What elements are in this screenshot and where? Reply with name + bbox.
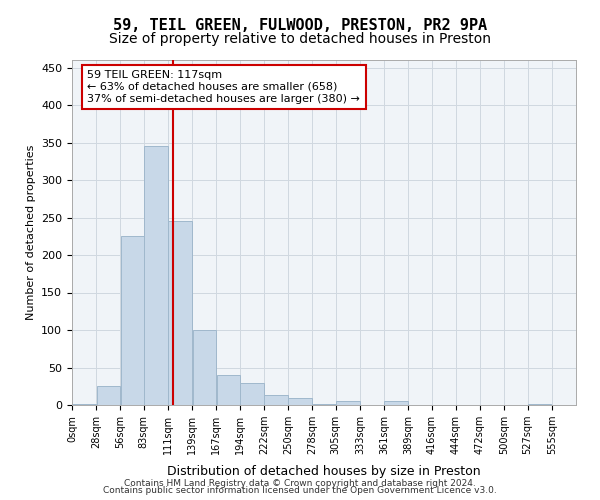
Text: Contains HM Land Registry data © Crown copyright and database right 2024.: Contains HM Land Registry data © Crown c… [124,478,476,488]
Bar [97,386,120,405]
Text: 59 TEIL GREEN: 117sqm
← 63% of detached houses are smaller (658)
37% of semi-det: 59 TEIL GREEN: 117sqm ← 63% of detached … [87,70,360,104]
Bar [240,382,263,405]
Bar [73,404,96,405]
Bar [385,401,408,405]
Text: Contains public sector information licensed under the Open Government Licence v3: Contains public sector information licen… [103,486,497,495]
Bar [169,221,192,405]
Bar [264,395,288,405]
Bar [217,375,240,405]
Bar [528,404,551,405]
Text: Size of property relative to detached houses in Preston: Size of property relative to detached ho… [109,32,491,46]
Bar [336,401,359,405]
Text: 59, TEIL GREEN, FULWOOD, PRESTON, PR2 9PA: 59, TEIL GREEN, FULWOOD, PRESTON, PR2 9P… [113,18,487,32]
Bar [121,236,144,405]
Bar [289,398,312,405]
Bar [313,404,336,405]
X-axis label: Distribution of detached houses by size in Preston: Distribution of detached houses by size … [167,466,481,478]
Bar [144,146,167,405]
Bar [193,330,216,405]
Y-axis label: Number of detached properties: Number of detached properties [26,145,35,320]
